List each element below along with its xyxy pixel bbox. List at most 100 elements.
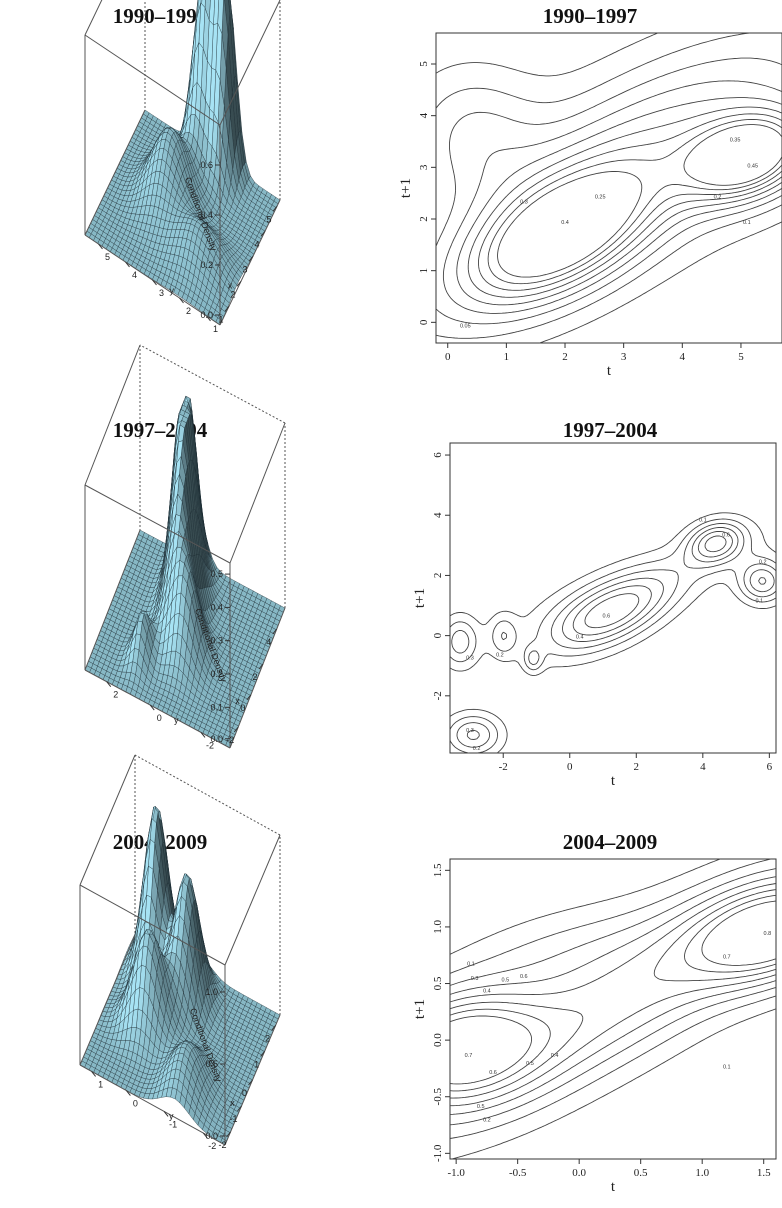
x-tick-label: 0.0: [572, 1167, 586, 1179]
contour-level-label: 0.25: [595, 194, 606, 200]
x-axis-label: t: [607, 363, 612, 379]
x-tick-mark: [237, 1105, 242, 1112]
y-tick-label: -1.0: [432, 1144, 444, 1162]
x-tick-mark: [248, 255, 254, 262]
x-tick-label: 2: [265, 1033, 270, 1043]
contour-line: [467, 106, 782, 298]
contour-level-label: 0.5: [526, 1061, 534, 1067]
x-tick-mark: [272, 205, 278, 212]
y-tick-label: -2: [206, 740, 214, 750]
x-tick-label: 0: [567, 761, 573, 773]
x-axis-label: t: [611, 1179, 616, 1195]
x-tick-mark: [248, 1079, 253, 1086]
surface-plot-4: [79, 754, 281, 1146]
y-tick-label: 2: [432, 573, 444, 579]
y-tick-mark: [125, 261, 130, 268]
x-tick-label: 5: [738, 351, 744, 363]
contour-line: [584, 535, 727, 629]
box-edge: [84, 344, 141, 486]
contour-level-label: 0.2: [496, 653, 504, 659]
contour-plot-5: [445, 858, 777, 1164]
x-tick-label: -1: [229, 1114, 237, 1124]
box-edge: [229, 607, 286, 749]
x-tick-label: -0.5: [509, 1167, 527, 1179]
box-edge: [84, 34, 221, 126]
x-tick-label: 0: [242, 1088, 247, 1098]
x-tick-label: 1.5: [757, 1167, 771, 1179]
contour-level-label: 0.1: [756, 599, 764, 605]
box-edge: [79, 934, 136, 1066]
contour-line: [449, 883, 777, 1107]
z-tick-label: 0.4: [200, 210, 213, 220]
z-tick-label: 0.2: [200, 260, 213, 270]
box-edge: [84, 109, 146, 236]
y-tick-label: 2: [186, 306, 191, 316]
y-tick-label: 0: [157, 713, 162, 723]
z-tick-label: 0.1: [210, 702, 223, 712]
contour-line: [572, 530, 767, 636]
y-tick-label: -2: [432, 691, 444, 700]
x-tick-label: 4: [680, 351, 686, 363]
x-tick-label: 2: [230, 289, 235, 299]
contour-level-label: 0.2: [759, 559, 767, 565]
y-tick-mark: [98, 243, 103, 250]
contour-line: [435, 57, 782, 325]
z-tick-label: 1.0: [205, 987, 218, 997]
x-tick-mark: [272, 628, 278, 635]
box-edge: [84, 0, 103, 36]
x-axis-label: x: [228, 281, 233, 291]
z-tick-label: 0.6: [200, 160, 213, 170]
contour-line: [442, 80, 782, 314]
y-tick-label: 0.5: [432, 976, 444, 990]
x-tick-mark: [226, 1131, 231, 1138]
x-tick-mark: [260, 230, 266, 237]
contour-level-label: 0.4: [561, 220, 569, 226]
y-tick-label: 0.0: [432, 1033, 444, 1047]
contour-line: [449, 518, 777, 754]
contour-level-label: 0.4: [483, 989, 491, 995]
x-tick-label: 4: [266, 637, 271, 647]
x-axis-label: t: [611, 773, 616, 789]
y-axis-label: y: [169, 1111, 174, 1121]
contour-level-label: 0.4: [551, 1053, 559, 1059]
x-tick-label: -1.0: [447, 1167, 465, 1179]
surface-plot-0: [84, 0, 281, 326]
x-tick-label: 6: [767, 761, 773, 773]
contour-2-title: 1997–2004: [562, 418, 658, 442]
x-tick-mark: [236, 280, 242, 287]
y-tick-mark: [202, 1132, 208, 1139]
x-tick-mark: [271, 1025, 276, 1031]
y-tick-label: 3: [159, 288, 164, 298]
x-axis-label: x: [235, 696, 240, 706]
plot-frame: [449, 442, 777, 754]
contour-level-label: 0.3: [466, 656, 474, 662]
contour-level-label: 0.6: [489, 1070, 497, 1076]
y-tick-label: 4: [132, 270, 137, 280]
plot-frame: [435, 32, 782, 344]
z-tick-label: 0.4: [210, 602, 223, 612]
y-tick-label: 1: [213, 324, 218, 334]
x-tick-label: 2: [562, 351, 568, 363]
contour-level-label: 0.1: [723, 1064, 731, 1070]
contour-3-title: 2004–2009: [562, 830, 658, 854]
contour-level-label: 0.6: [603, 614, 611, 620]
contour-level-label: 0.6: [722, 532, 730, 538]
box-edge: [219, 199, 281, 326]
y-tick-mark: [179, 297, 184, 304]
x-tick-label: 1: [504, 351, 510, 363]
z-tick-label: 0.2: [210, 669, 223, 679]
y-tick-label: 6: [432, 452, 444, 458]
box-edge: [79, 754, 136, 886]
y-tick-label: 0: [432, 632, 444, 638]
box-edge: [84, 529, 141, 671]
contour-level-label: 0.1: [699, 517, 707, 523]
y-tick-label: 0: [418, 319, 430, 325]
y-tick-label: 1.0: [432, 920, 444, 934]
y-tick-mark: [106, 681, 112, 688]
contour-level-label: 0.2: [714, 194, 722, 200]
contour-plot-3: [445, 442, 777, 758]
y-axis-label: t+1: [412, 588, 428, 608]
x-tick-label: 4: [254, 239, 259, 249]
contour-level-label: 0.5: [477, 1104, 485, 1110]
x-tick-label: -2: [499, 761, 508, 773]
